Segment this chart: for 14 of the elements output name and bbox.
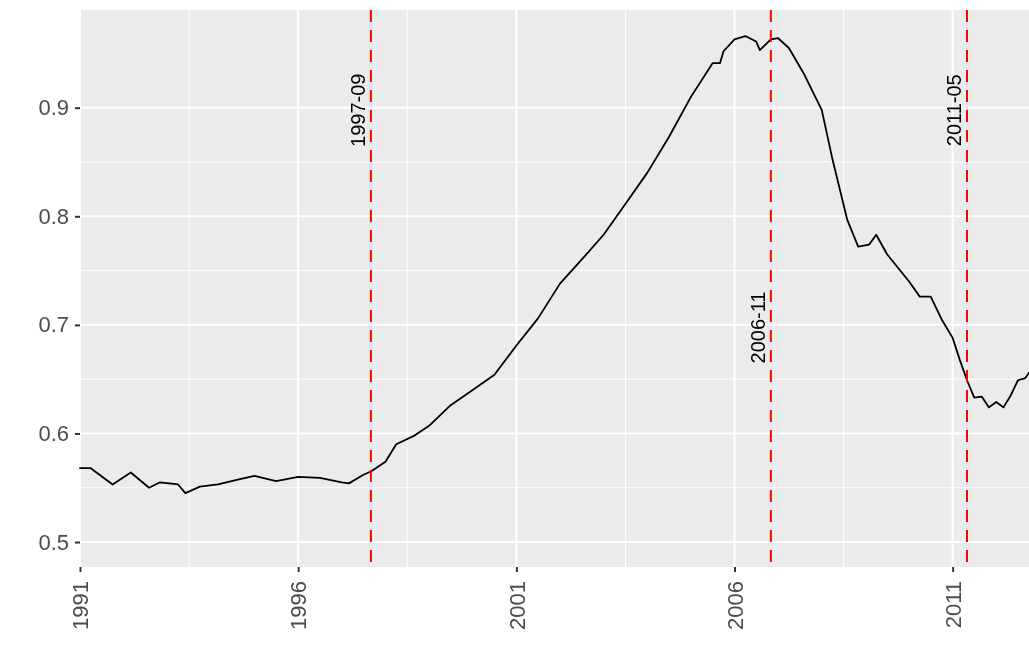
x-tick-label: 1991 [68,581,94,630]
y-tick-label: 0.8 [38,203,69,229]
y-tick-label: 0.5 [38,529,69,555]
x-tick-label: 2006 [722,581,748,630]
x-tick-label: 2011 [940,581,966,629]
ref-line-label: 1997-09 [346,73,369,147]
y-tick-label: 0.7 [38,312,69,338]
y-tick-label: 0.9 [38,95,69,121]
ref-line-label: 2011-05 [943,74,965,147]
x-tick-label: 1996 [286,581,312,630]
y-tick-label: 0.6 [38,420,69,446]
line-series [79,35,1029,495]
x-tick-label: 2001 [504,581,530,630]
ref-line-label: 2006-11 [746,291,769,364]
